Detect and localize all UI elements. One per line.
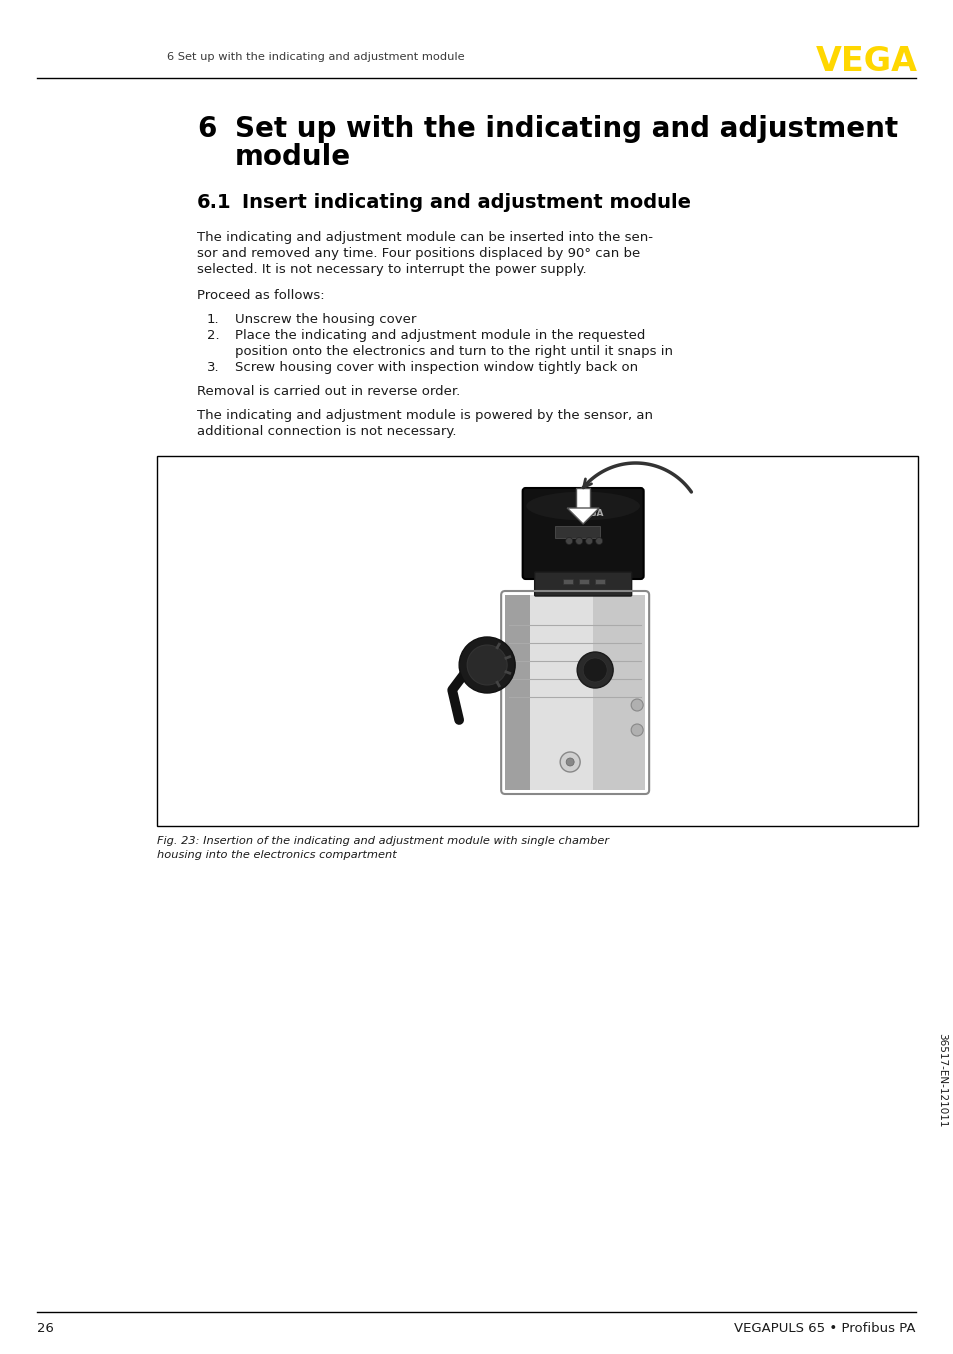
- Circle shape: [467, 645, 507, 685]
- Circle shape: [631, 724, 642, 737]
- Text: 26: 26: [37, 1322, 53, 1335]
- Text: Fig. 23: Insertion of the indicating and adjustment module with single chamber: Fig. 23: Insertion of the indicating and…: [157, 835, 608, 846]
- Bar: [578, 580, 589, 584]
- Bar: [555, 525, 599, 538]
- Text: sor and removed any time. Four positions displaced by 90° can be: sor and removed any time. Four positions…: [196, 246, 639, 260]
- Text: 6: 6: [196, 115, 216, 144]
- Circle shape: [577, 653, 613, 688]
- Text: Removal is carried out in reverse order.: Removal is carried out in reverse order.: [196, 385, 459, 398]
- Circle shape: [582, 658, 606, 682]
- Circle shape: [585, 538, 592, 544]
- Text: Proceed as follows:: Proceed as follows:: [196, 288, 324, 302]
- Text: Screw housing cover with inspection window tightly back on: Screw housing cover with inspection wind…: [234, 362, 638, 374]
- Text: 6.1: 6.1: [196, 194, 232, 213]
- FancyBboxPatch shape: [534, 571, 631, 596]
- Text: position onto the electronics and turn to the right until it snaps in: position onto the electronics and turn t…: [234, 345, 672, 357]
- Bar: [593, 594, 644, 789]
- Text: 1.: 1.: [207, 313, 219, 326]
- Text: 3.: 3.: [207, 362, 219, 374]
- FancyBboxPatch shape: [522, 487, 643, 580]
- Text: selected. It is not necessary to interrupt the power supply.: selected. It is not necessary to interru…: [196, 263, 586, 276]
- Circle shape: [595, 538, 602, 544]
- Text: VEGA: VEGA: [815, 45, 917, 79]
- Bar: [562, 580, 573, 584]
- Text: The indicating and adjustment module is powered by the sensor, an: The indicating and adjustment module is …: [196, 409, 652, 422]
- Text: module: module: [234, 144, 351, 171]
- Text: 6 Set up with the indicating and adjustment module: 6 Set up with the indicating and adjustm…: [167, 51, 464, 62]
- Text: 36517-EN-121011: 36517-EN-121011: [936, 1033, 946, 1128]
- Text: VEGA: VEGA: [577, 509, 604, 519]
- Text: 2.: 2.: [207, 329, 219, 343]
- Text: Set up with the indicating and adjustment: Set up with the indicating and adjustmen…: [234, 115, 897, 144]
- Bar: [595, 580, 604, 584]
- Circle shape: [565, 758, 574, 766]
- Ellipse shape: [525, 492, 640, 521]
- Circle shape: [631, 699, 642, 711]
- Bar: [505, 594, 530, 789]
- Circle shape: [575, 538, 582, 544]
- Polygon shape: [567, 508, 598, 524]
- Text: additional connection is not necessary.: additional connection is not necessary.: [196, 425, 456, 437]
- Circle shape: [565, 538, 572, 544]
- Circle shape: [458, 636, 515, 693]
- Text: Place the indicating and adjustment module in the requested: Place the indicating and adjustment modu…: [234, 329, 644, 343]
- Bar: [157, 456, 917, 826]
- Circle shape: [559, 751, 579, 772]
- Text: Insert indicating and adjustment module: Insert indicating and adjustment module: [242, 194, 690, 213]
- Text: VEGAPULS 65 • Profibus PA: VEGAPULS 65 • Profibus PA: [734, 1322, 915, 1335]
- Text: Unscrew the housing cover: Unscrew the housing cover: [234, 313, 416, 326]
- Bar: [530, 594, 593, 789]
- Text: housing into the electronics compartment: housing into the electronics compartment: [157, 850, 396, 860]
- Text: The indicating and adjustment module can be inserted into the sen-: The indicating and adjustment module can…: [196, 232, 652, 244]
- Bar: [576, 487, 590, 512]
